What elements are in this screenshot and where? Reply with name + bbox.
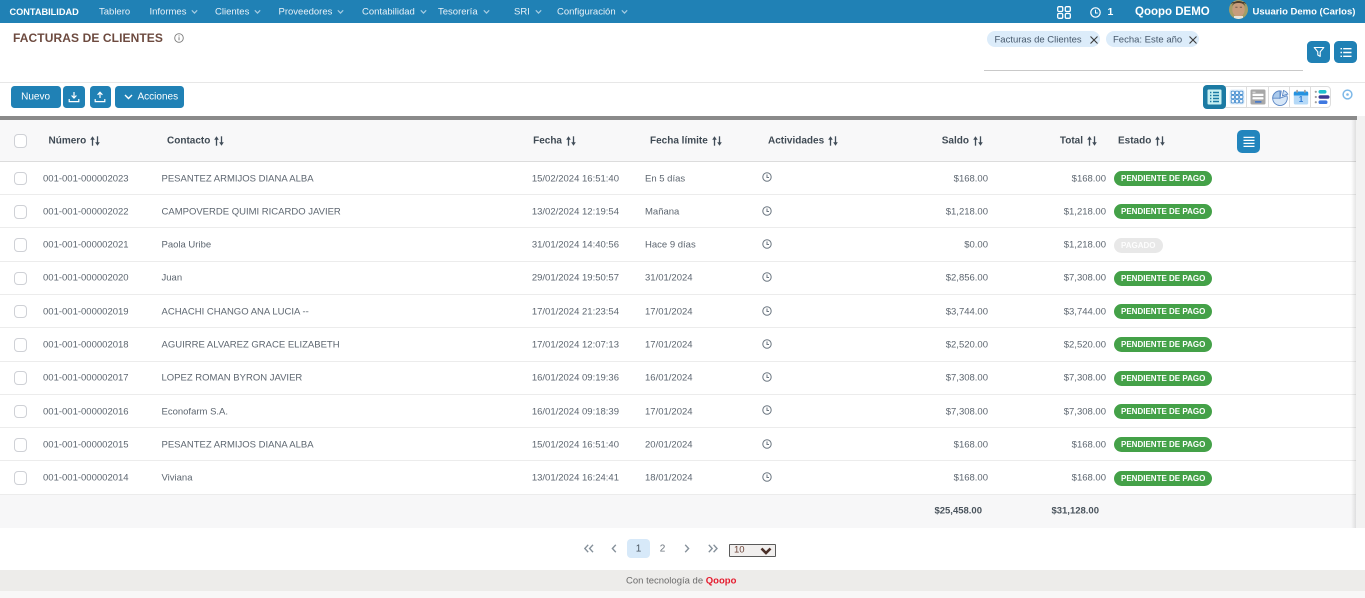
- svg-text:1: 1: [1299, 95, 1304, 104]
